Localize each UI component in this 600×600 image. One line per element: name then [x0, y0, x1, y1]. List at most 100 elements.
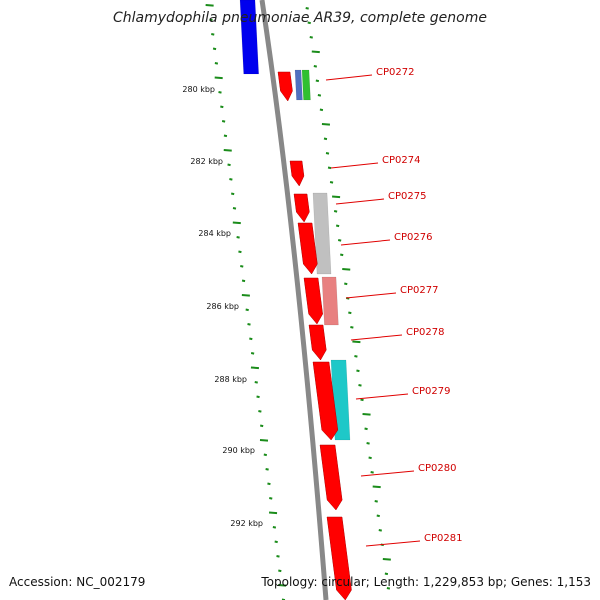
- inner-tick: [275, 542, 278, 543]
- kbp-label: 290 kbp: [222, 446, 255, 455]
- inner-tick: [255, 382, 258, 383]
- inner-tick: [260, 426, 263, 427]
- inner-tick: [233, 223, 241, 224]
- gene-leader-line: [331, 163, 378, 168]
- inner-tick: [273, 527, 276, 528]
- inner-tick: [215, 78, 223, 79]
- inner-tick: [240, 266, 243, 267]
- outer-tick: [371, 472, 374, 473]
- outer-tick: [336, 226, 339, 227]
- inner-tick: [222, 121, 225, 122]
- kbp-label: 288 kbp: [214, 375, 247, 384]
- outer-tick: [377, 516, 380, 517]
- gene-label-cp0272: CP0272: [376, 67, 414, 78]
- red-gene-arrow: [309, 325, 326, 360]
- gene-leader-line: [361, 471, 414, 476]
- gene-label-cp0275: CP0275: [388, 191, 426, 202]
- gene-label-cp0277: CP0277: [400, 285, 438, 296]
- gene-leader-line: [341, 240, 390, 245]
- accession-text: Accession: NC_002179: [9, 575, 145, 589]
- outer-tick: [350, 327, 353, 328]
- inner-tick: [242, 295, 250, 296]
- inner-tick: [278, 571, 281, 572]
- green-gene-block: [302, 70, 311, 100]
- gene-label-cp0281: CP0281: [424, 533, 462, 544]
- gene-leader-line: [356, 394, 408, 399]
- outer-tick: [306, 8, 309, 9]
- red-gene-arrow: [290, 161, 304, 186]
- inner-tick: [215, 63, 218, 64]
- inner-tick: [277, 556, 280, 557]
- outer-tick: [338, 240, 341, 241]
- outer-tick: [365, 429, 368, 430]
- inner-tick: [206, 5, 214, 6]
- red-gene-arrow: [298, 223, 317, 274]
- outer-tick: [361, 400, 364, 401]
- inner-tick: [220, 107, 223, 108]
- gene-label-cp0274: CP0274: [382, 155, 420, 166]
- gene-leader-line: [326, 75, 372, 80]
- inner-tick: [211, 34, 214, 35]
- outer-tick: [332, 197, 340, 198]
- kbp-label: 292 kbp: [230, 519, 263, 528]
- outer-tick: [330, 182, 333, 183]
- outer-tick: [367, 443, 370, 444]
- inner-tick: [228, 165, 231, 166]
- inner-tick: [233, 208, 236, 209]
- inner-tick: [251, 368, 259, 369]
- outer-tick: [356, 371, 359, 372]
- outer-tick: [352, 342, 360, 343]
- inner-tick: [213, 49, 216, 50]
- inner-tick: [269, 498, 272, 499]
- gene-leader-line: [351, 335, 402, 340]
- inner-tick: [260, 440, 268, 441]
- inner-tick: [264, 455, 267, 456]
- gene-label-cp0276: CP0276: [394, 232, 432, 243]
- inner-tick: [257, 397, 260, 398]
- outer-tick: [324, 139, 327, 140]
- inner-tick: [224, 136, 227, 137]
- inner-tick: [231, 194, 234, 195]
- outer-tick: [344, 284, 347, 285]
- inner-tick: [238, 252, 241, 253]
- genome-map: CP0272 CP0274 CP0275 CP0276 CP0277 CP0278 CP02…: [0, 0, 600, 600]
- gene-leader-line: [346, 293, 396, 298]
- inner-tick: [249, 339, 252, 340]
- outer-tick: [322, 124, 330, 125]
- inner-tick: [248, 324, 251, 325]
- outer-tick: [348, 313, 351, 314]
- inner-tick: [224, 150, 232, 151]
- outer-tick: [379, 530, 382, 531]
- outer-tick: [354, 356, 357, 357]
- slate-gene-block: [295, 70, 303, 100]
- outer-tick: [363, 414, 371, 415]
- kbp-scale: 280 kbp 282 kbp 284 kbp 286 kbp 288 kbp 290 k…: [182, 85, 263, 528]
- outer-tick: [334, 211, 337, 212]
- kbp-label: 280 kbp: [182, 85, 215, 94]
- outer-tick: [326, 153, 329, 154]
- outer-tick: [328, 168, 331, 169]
- outer-tick: [320, 110, 323, 111]
- outer-tick: [358, 385, 361, 386]
- red-gene-arrow: [320, 445, 342, 510]
- genome-title: Chlamydophila pneumoniae AR39, complete …: [0, 10, 600, 26]
- outer-tick: [373, 487, 381, 488]
- red-gene-arrow: [304, 278, 323, 324]
- genome-stats-text: Topology: circular; Length: 1,229,853 bp…: [261, 575, 591, 589]
- inner-tick: [266, 469, 269, 470]
- kbp-label: 286 kbp: [206, 302, 239, 311]
- gene-leader-line: [336, 199, 384, 204]
- inner-tick: [237, 237, 240, 238]
- inner-tick: [246, 310, 249, 311]
- gene-label-cp0280: CP0280: [418, 463, 456, 474]
- red-gene-arrow: [294, 194, 309, 222]
- outer-tick: [340, 255, 343, 256]
- outer-tick: [369, 458, 372, 459]
- outer-tick: [383, 559, 391, 560]
- outer-tick: [375, 501, 378, 502]
- outer-tick: [342, 269, 350, 270]
- outer-tick: [312, 52, 320, 53]
- kbp-label: 282 kbp: [190, 157, 223, 166]
- gene-label-cp0278: CP0278: [406, 327, 444, 338]
- outer-tick: [316, 81, 319, 82]
